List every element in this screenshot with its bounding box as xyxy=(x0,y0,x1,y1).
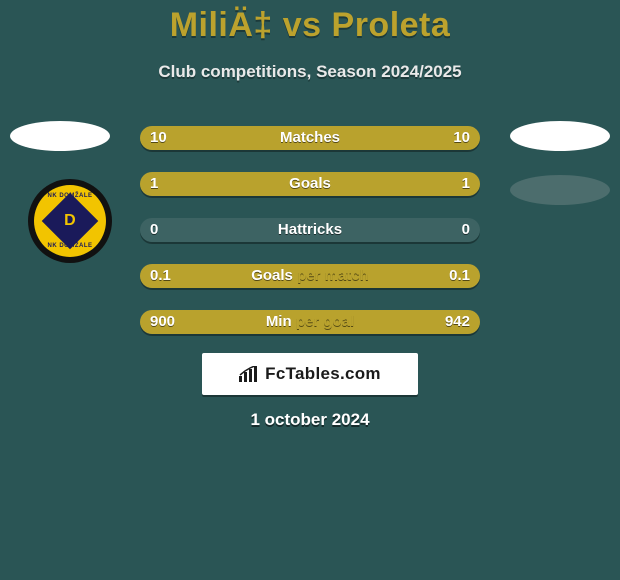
stat-label: Goals per match xyxy=(140,264,480,288)
stat-label-main: Hattricks xyxy=(278,221,342,238)
club-badge-left: NK DOMŽALE D NK DOMŽALE xyxy=(28,179,112,263)
stat-label-accent: per match xyxy=(297,267,369,284)
stat-label-main: Matches xyxy=(280,129,340,146)
stat-label-main: Goals xyxy=(251,267,293,284)
fctables-link[interactable]: FcTables.com xyxy=(202,353,418,395)
stat-row-goals-per-match: 0.1 Goals per match 0.1 xyxy=(140,264,480,288)
player-right-figure-shadow xyxy=(510,175,610,205)
stat-right-value: 942 xyxy=(445,310,470,334)
stat-label: Min per goal xyxy=(140,310,480,334)
bar-chart-icon xyxy=(239,366,259,382)
badge-diamond: D xyxy=(42,193,99,250)
player-right-figure xyxy=(510,121,610,151)
stat-label: Hattricks xyxy=(140,218,480,242)
club-badge-inner: NK DOMŽALE D NK DOMŽALE xyxy=(34,185,106,257)
page-title: MiliÄ‡ vs Proleta xyxy=(0,6,620,45)
stat-label-main: Min xyxy=(266,313,292,330)
stat-label-main: Goals xyxy=(289,175,331,192)
subtitle: Club competitions, Season 2024/2025 xyxy=(0,62,620,82)
stat-right-value: 0 xyxy=(462,218,470,242)
snapshot-date: 1 october 2024 xyxy=(0,410,620,430)
fctables-label: FcTables.com xyxy=(265,364,381,384)
stat-label-accent: per goal xyxy=(296,313,354,330)
stat-row-min-per-goal: 900 Min per goal 942 xyxy=(140,310,480,334)
stat-label: Matches xyxy=(140,126,480,150)
stat-right-value: 1 xyxy=(462,172,470,196)
stat-row-hattricks: 0 Hattricks 0 xyxy=(140,218,480,242)
stat-row-goals: 1 Goals 1 xyxy=(140,172,480,196)
stat-right-value: 10 xyxy=(453,126,470,150)
badge-bottom-text: NK DOMŽALE xyxy=(34,243,106,249)
player-left-figure xyxy=(10,121,110,151)
stat-right-value: 0.1 xyxy=(449,264,470,288)
stat-label: Goals xyxy=(140,172,480,196)
badge-letter: D xyxy=(64,212,76,230)
stat-row-matches: 10 Matches 10 xyxy=(140,126,480,150)
comparison-card: MiliÄ‡ vs Proleta Club competitions, Sea… xyxy=(0,0,620,580)
stat-rows: 10 Matches 10 1 Goals 1 0 Hattricks xyxy=(140,126,480,356)
